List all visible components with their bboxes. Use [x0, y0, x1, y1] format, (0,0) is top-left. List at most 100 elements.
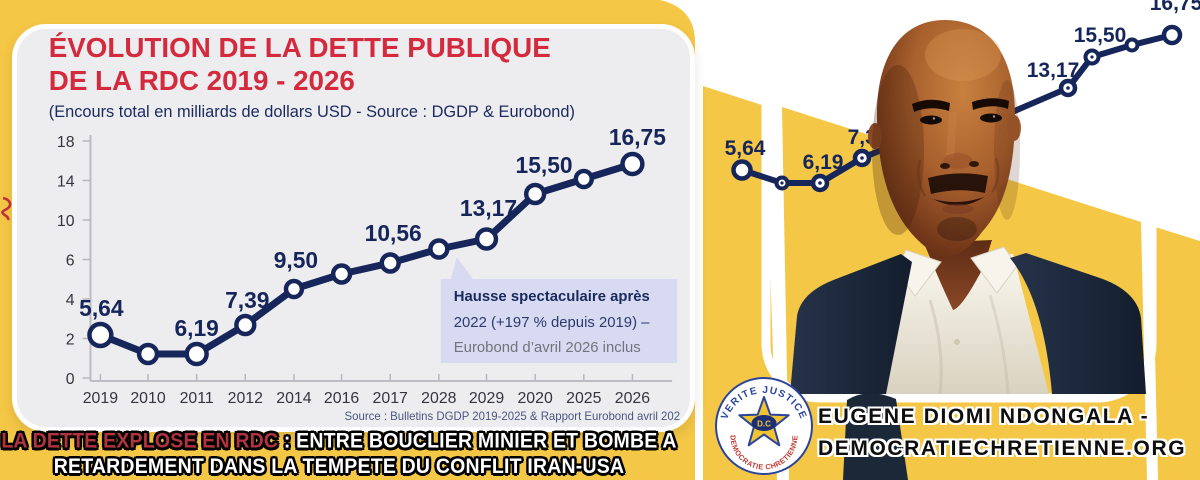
chart-card: ÉVOLUTION DE LA DETTE PUBLIQUE DE LA RDC…	[12, 24, 695, 432]
value-label: 15,50	[516, 152, 573, 178]
annotation-callout: Hausse spectaculaire après 2022 (+197 % …	[440, 257, 678, 363]
mustache	[928, 173, 988, 194]
fragment-value-label: 13,17	[1027, 59, 1080, 82]
data-point	[474, 227, 499, 251]
annotation-line1: Hausse spectaculaire après	[454, 288, 650, 305]
shirt-fold	[988, 294, 1010, 395]
value-label: 16,75	[609, 124, 666, 150]
nostril	[969, 161, 979, 167]
data-point	[184, 341, 209, 367]
y-tick: 2	[66, 331, 75, 348]
annotation-box	[440, 279, 678, 363]
chart-source: Source : Bulletins DGDP 2019-2025 & Rapp…	[345, 411, 681, 423]
mouth	[933, 197, 984, 206]
x-tick: 2028	[421, 390, 456, 407]
annotation-line2: 2022 (+197 % depuis 2019) –	[454, 314, 650, 331]
y-tick: 4	[66, 292, 75, 309]
x-tick: 2011	[180, 390, 214, 407]
eye-left	[920, 115, 942, 125]
eye-glint	[992, 115, 996, 118]
fragment-value-label: 15,50	[1074, 24, 1127, 47]
data-point	[731, 159, 753, 181]
logo-center-oval	[751, 415, 777, 431]
x-tick: 2020	[517, 390, 552, 407]
cheek-fold	[990, 157, 1000, 193]
data-point-dot	[860, 156, 864, 160]
data-point	[87, 321, 114, 349]
lower-lip	[942, 204, 974, 214]
jacket-shoulder-lower	[843, 393, 908, 480]
value-label: 13,17	[460, 195, 517, 221]
shirt	[880, 254, 1049, 394]
x-tick-labels: 2019 2010 2011 2012 2014 2016 2017 2028 …	[83, 390, 651, 407]
party-logo: D.C VERITE JUSTICE DEMOCRATIE CHRETIENNE	[715, 377, 813, 475]
cheek-fold	[917, 159, 927, 197]
credit-text: EUGENE DIOMI NDONGALA - DEMOCRATIECHRETI…	[818, 401, 1188, 465]
portrait-card-border	[761, 0, 1157, 403]
data-point	[573, 168, 594, 190]
annotation-tail	[449, 257, 474, 283]
data-point-dot	[1090, 55, 1094, 59]
nostril	[940, 163, 950, 169]
ear-right	[1007, 115, 1021, 141]
value-label: 7,39	[225, 287, 269, 313]
portrait-eugene-diomi	[790, 20, 1146, 480]
headline-banner: LA DETTE EXPLOSE EN RDC : ENTRE BOUCLIER…	[0, 429, 678, 480]
data-point	[1124, 37, 1140, 53]
x-tick: 2025	[566, 390, 601, 407]
red-scribble	[1, 196, 12, 221]
y-tick: 10	[57, 213, 75, 230]
data-point	[234, 313, 257, 337]
y-tick: 14	[57, 173, 75, 190]
ear-left	[868, 123, 882, 149]
logo-center-text: D.C	[757, 420, 771, 429]
x-tick: 2026	[615, 390, 650, 407]
credit-line1: EUGENE DIOMI NDONGALA -	[818, 405, 1150, 428]
data-point	[428, 238, 450, 260]
fragment-value-label: 5,64	[725, 137, 766, 160]
data-point	[283, 278, 305, 300]
face-shadow-left	[872, 65, 924, 235]
x-tick: 2012	[228, 390, 263, 407]
shirt-button	[954, 339, 960, 345]
debt-chart: ÉVOLUTION DE LA DETTE PUBLIQUE DE LA RDC…	[49, 32, 681, 423]
jacket-right	[1010, 253, 1146, 394]
x-tick: 2016	[324, 390, 359, 407]
shirt-fold	[928, 299, 943, 395]
jacket-left	[790, 254, 912, 394]
headline-rest: : ENTRE BOUCLIER MINIER ET BOMBE A	[278, 429, 677, 454]
data-point	[620, 151, 645, 177]
fragment-value-label: 16,75	[1150, 0, 1200, 15]
crown-highlight	[925, 29, 1001, 81]
eyebrow-right	[972, 98, 1009, 110]
value-label: 5,64	[79, 295, 124, 321]
chart-subtitle: (Encours total en milliards de dollars U…	[49, 103, 575, 121]
data-point	[136, 342, 160, 366]
y-tick: 6	[66, 252, 75, 269]
x-tick: 2014	[276, 390, 311, 407]
eye-glint	[932, 117, 936, 120]
x-tick: 2029	[469, 390, 504, 407]
x-tick: 2010	[130, 390, 165, 407]
data-point	[1161, 24, 1183, 46]
data-point-dot	[780, 181, 784, 185]
data-point-dot	[1066, 86, 1070, 90]
annotation-line3: Eurobond d’avril 2026 inclus	[454, 339, 641, 356]
y-tick: 0	[66, 371, 75, 388]
data-point-dot	[818, 181, 822, 185]
value-label: 9,50	[274, 247, 318, 273]
eye-right	[980, 113, 1002, 123]
headline-highlight: LA DETTE EXPLOSE EN RDC	[1, 429, 279, 454]
x-tick: 2017	[373, 390, 408, 407]
chart-title-line2: DE LA RDC 2019 - 2026	[49, 65, 355, 96]
chin-shadow	[937, 217, 977, 241]
credit-line2: DEMOCRATIECHRETIENNE.ORG	[818, 437, 1187, 460]
head	[876, 20, 1015, 257]
data-points	[87, 151, 645, 367]
headline-line1: LA DETTE EXPLOSE EN RDC : ENTRE BOUCLIER…	[0, 429, 678, 454]
fragment-value-label: 6,19	[803, 151, 844, 174]
headline-line2: RETARDEMENT DANS LA TEMPETE DU CONFLIT I…	[53, 454, 625, 479]
value-label: 6,19	[174, 315, 218, 341]
data-point	[379, 252, 401, 274]
nose-bridge	[946, 111, 957, 159]
